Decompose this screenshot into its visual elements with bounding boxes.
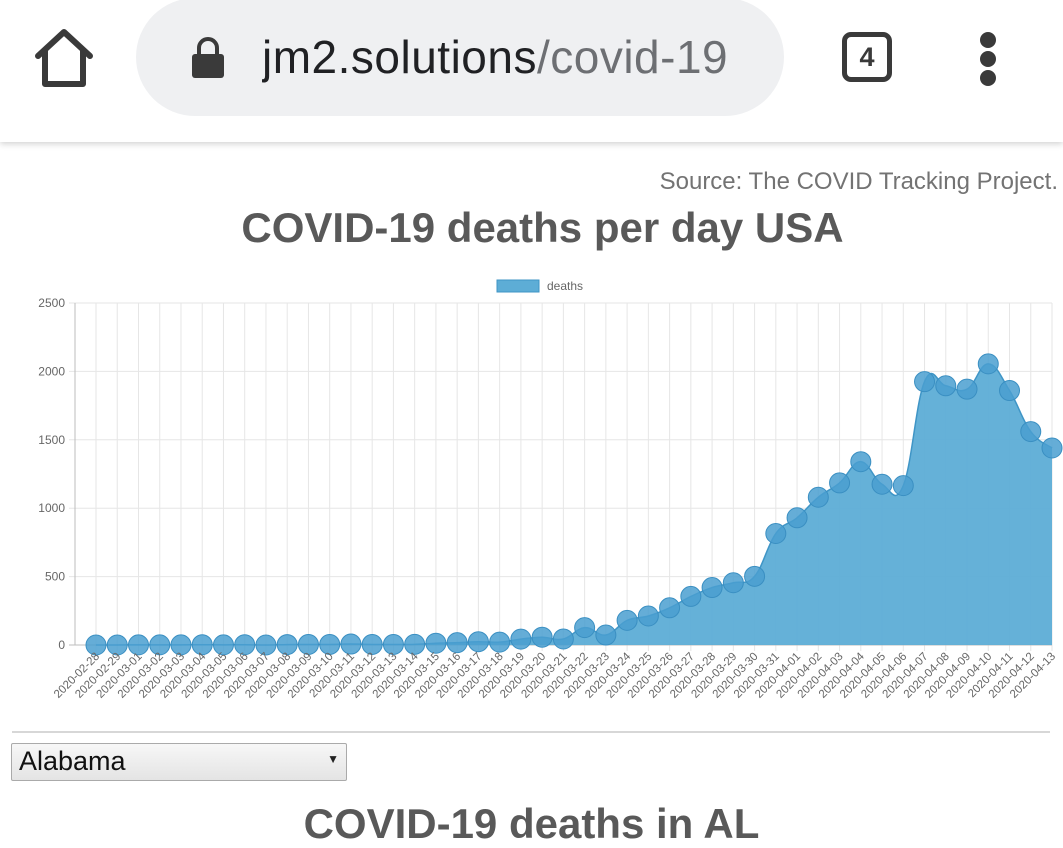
data-point	[191, 634, 213, 656]
data-point	[212, 634, 234, 656]
data-point	[361, 633, 383, 655]
data-point	[170, 634, 192, 656]
state-chart-title: COVID-19 deaths in AL	[303, 800, 760, 847]
data-point	[744, 565, 766, 587]
data-point	[446, 632, 468, 654]
url-text[interactable]: jm2.solutions/covid-19	[262, 30, 754, 84]
data-point	[765, 523, 787, 545]
divider	[12, 731, 1050, 733]
legend-swatch-deaths	[496, 279, 540, 293]
data-point	[489, 631, 511, 653]
browser-toolbar: jm2.solutions/covid-19 4	[0, 0, 1063, 142]
data-point	[956, 378, 978, 400]
data-point	[871, 473, 893, 495]
deaths-chart: 050010001500200025002020-02-282020-02-29…	[38, 279, 1063, 701]
data-point	[319, 633, 341, 655]
y-tick-label: 1500	[38, 433, 65, 447]
data-point	[127, 634, 149, 656]
y-tick-label: 500	[45, 570, 65, 584]
data-point	[595, 624, 617, 646]
data-point	[382, 633, 404, 655]
data-point	[659, 597, 681, 619]
data-point	[637, 605, 659, 627]
data-point	[722, 572, 744, 594]
data-point	[297, 633, 319, 655]
tab-count: 4	[859, 42, 875, 72]
overflow-menu-icon[interactable]	[976, 32, 1000, 86]
data-point	[786, 507, 808, 529]
data-point	[425, 632, 447, 654]
data-point	[85, 634, 107, 656]
data-point	[616, 609, 638, 631]
data-point	[574, 617, 596, 639]
address-bar[interactable]	[136, 0, 784, 116]
data-point	[149, 634, 171, 656]
data-point	[680, 585, 702, 607]
tab-switcher-button[interactable]: 4	[842, 32, 892, 82]
data-point	[106, 634, 128, 656]
data-point	[276, 634, 298, 656]
data-point	[999, 380, 1021, 402]
data-point	[255, 634, 277, 656]
data-point	[552, 628, 574, 650]
data-point	[829, 472, 851, 494]
data-point	[234, 634, 256, 656]
legend-label-deaths: deaths	[547, 279, 583, 293]
data-point	[404, 633, 426, 655]
state-select-value: Alabama	[19, 746, 126, 776]
y-tick-label: 2500	[38, 296, 65, 310]
dropdown-arrow-icon: ▼	[327, 752, 339, 766]
data-point	[914, 371, 936, 393]
data-point	[850, 451, 872, 473]
data-point	[531, 626, 553, 648]
data-point	[1041, 437, 1063, 459]
data-point	[1020, 421, 1042, 443]
home-icon[interactable]	[30, 26, 98, 90]
data-point	[510, 628, 532, 650]
data-point	[807, 486, 829, 508]
lock-icon	[192, 37, 224, 78]
data-source-note: Source: The COVID Tracking Project.	[659, 168, 1058, 195]
data-point	[935, 375, 957, 397]
y-tick-label: 0	[58, 638, 65, 652]
data-point	[701, 577, 723, 599]
y-tick-label: 2000	[38, 364, 65, 378]
url-domain: jm2.solutions	[262, 31, 537, 83]
series-area-deaths	[96, 363, 1052, 645]
data-point	[892, 475, 914, 497]
data-point	[467, 631, 489, 653]
chart-title: COVID-19 deaths per day USA	[241, 204, 844, 251]
y-tick-label: 1000	[38, 501, 65, 515]
url-path: /covid-19	[536, 31, 729, 83]
state-select[interactable]: Alabama ▼	[11, 743, 347, 781]
data-point	[340, 633, 362, 655]
data-point	[977, 353, 999, 375]
